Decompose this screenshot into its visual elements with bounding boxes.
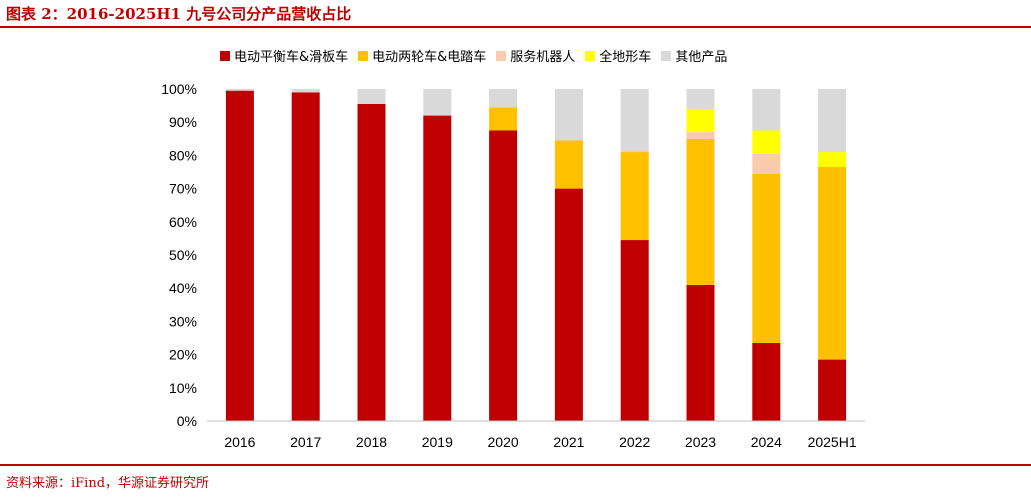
stacked-bar-chart: 0% 10% 20% 30% 40% 50% 60% 70% 80% 90% 100% 2016 201… [161, 81, 865, 450]
bar-segment [620, 240, 649, 421]
x-tick-label: 2017 [290, 434, 321, 450]
y-tick-label: 0% [177, 413, 197, 429]
bar-segment [752, 153, 781, 174]
y-tick-label: 80% [169, 147, 197, 163]
bar-segment [225, 90, 254, 421]
legend-label: 全地形车 [599, 50, 652, 65]
legend-label: 其他产品 [675, 50, 728, 65]
legend-swatch [496, 50, 507, 61]
bar-segment [752, 173, 781, 343]
bar-segment [291, 92, 320, 421]
legend-swatch [585, 50, 596, 61]
bar-segment [818, 152, 847, 168]
bar-segment [357, 89, 386, 104]
bar-segment [423, 115, 452, 421]
bar-segment [423, 89, 452, 116]
legend-item: 全地形车 [585, 46, 651, 65]
bar-segment [489, 89, 518, 108]
legend-swatch [220, 50, 230, 61]
y-tick-label: 10% [169, 380, 197, 396]
x-tick-label: 2022 [619, 434, 650, 450]
y-tick-label: 30% [169, 313, 197, 329]
bar-segment [489, 107, 518, 131]
y-tick-label: 20% [169, 347, 197, 363]
bar-segment [686, 89, 715, 109]
y-tick-label: 60% [169, 214, 197, 230]
title-rule [0, 26, 1031, 28]
legend-label: 服务机器人 [510, 50, 576, 65]
bar-segment [554, 188, 583, 421]
bar-segment [752, 130, 781, 154]
x-tick-label: 2023 [685, 434, 716, 450]
legend-item: 服务机器人 [496, 46, 575, 65]
bar-segment [818, 359, 847, 421]
legend-item: 电动平衡车&滑板车 [220, 46, 348, 65]
bar-segment [620, 89, 649, 151]
x-tick-label: 2021 [553, 434, 584, 450]
bar-segment [686, 132, 715, 139]
x-tick-label: 2018 [356, 434, 387, 450]
bar-segment [686, 138, 715, 285]
bar-segment [225, 89, 254, 91]
source-rule [0, 464, 1031, 466]
y-tick-label: 50% [169, 247, 197, 263]
bar-segment [686, 284, 715, 421]
y-tick-label: 70% [169, 181, 197, 197]
bar-segment [291, 89, 320, 93]
y-tick-label: 90% [169, 114, 197, 130]
bar-segment [554, 89, 583, 141]
bar-segment [752, 89, 781, 131]
figure-title: 图表 2：2016-2025H1 九号公司分产品营收占比 [6, 5, 352, 23]
bar-segment [554, 140, 583, 189]
bar-segment [818, 89, 847, 153]
bar-segment [489, 130, 518, 421]
x-tick-label: 2016 [224, 434, 255, 450]
legend-swatch [358, 50, 369, 61]
x-tick-label: 2025H1 [808, 434, 857, 450]
bar-segment [357, 103, 386, 421]
legend-swatch [661, 50, 672, 61]
legend-label: 电动平衡车&滑板车 [234, 50, 349, 65]
bar-segment [620, 152, 649, 241]
y-tick-label: 100% [161, 81, 197, 97]
legend-item: 电动两轮车&电踏车 [358, 46, 486, 65]
y-tick-label: 40% [169, 280, 197, 296]
x-tick-label: 2019 [422, 434, 453, 450]
bar-segment [818, 167, 847, 360]
source-note: 资料来源：iFind，华源证券研究所 [6, 476, 210, 491]
bar-segment [752, 342, 781, 421]
bar-segment [686, 108, 715, 133]
chart-legend: 电动平衡车&滑板车 电动两轮车&电踏车 服务机器人 全地形车 其他产品 [220, 46, 727, 65]
x-tick-label: 2020 [488, 434, 519, 450]
legend-label: 电动两轮车&电踏车 [372, 50, 487, 65]
bar-segment [620, 150, 649, 153]
x-tick-label: 2024 [751, 434, 782, 450]
legend-item: 其他产品 [661, 46, 727, 65]
